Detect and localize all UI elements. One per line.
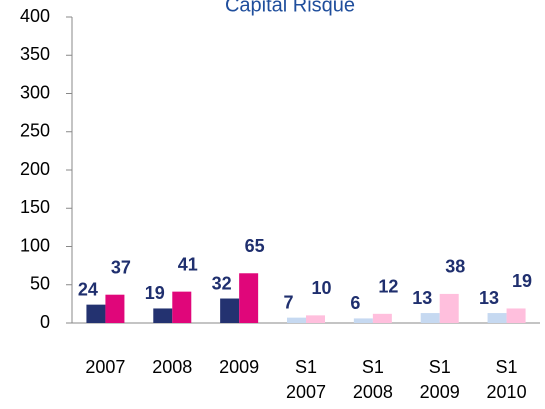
bar bbox=[353, 318, 373, 323]
y-tick-label: 0 bbox=[40, 312, 50, 332]
x-tick-label: S1 2007 bbox=[285, 357, 327, 402]
bar bbox=[439, 293, 459, 323]
data-label: 41 bbox=[178, 254, 198, 274]
data-label: 38 bbox=[445, 257, 465, 277]
x-tick-label: S1 2010 bbox=[486, 357, 527, 402]
data-label: 10 bbox=[311, 278, 331, 298]
x-tick-label: 2007 bbox=[85, 357, 126, 377]
data-label: 6 bbox=[350, 293, 360, 313]
x-tick-label: 2009 bbox=[219, 357, 260, 377]
bar bbox=[153, 308, 173, 323]
y-tick-label: 150 bbox=[20, 197, 50, 217]
y-tick-label: 250 bbox=[20, 121, 50, 141]
bar bbox=[86, 304, 106, 323]
data-label: 19 bbox=[145, 283, 165, 303]
y-tick-label: 300 bbox=[20, 82, 50, 102]
bar bbox=[105, 294, 125, 323]
bar bbox=[506, 308, 526, 323]
data-label: 37 bbox=[111, 257, 131, 277]
data-label: 19 bbox=[512, 271, 532, 291]
bar bbox=[420, 313, 440, 323]
y-tick-label: 400 bbox=[20, 6, 50, 26]
bar bbox=[287, 317, 306, 323]
x-tick-label: S1 2008 bbox=[352, 357, 393, 402]
x-tick-label: 2008 bbox=[152, 357, 193, 377]
data-label: 65 bbox=[245, 236, 265, 256]
y-tick-label: 350 bbox=[20, 44, 50, 64]
data-label: 7 bbox=[283, 292, 293, 312]
chart-title: Capital Risque bbox=[225, 0, 355, 16]
data-label: 13 bbox=[412, 288, 432, 308]
bar bbox=[220, 298, 240, 323]
data-label: 24 bbox=[78, 279, 98, 299]
y-tick-label: 100 bbox=[20, 235, 50, 255]
bar bbox=[239, 273, 259, 323]
bar bbox=[306, 315, 325, 323]
data-label: 13 bbox=[479, 288, 499, 308]
bar bbox=[372, 313, 392, 323]
y-tick-label: 200 bbox=[20, 159, 50, 179]
bar bbox=[172, 291, 192, 323]
data-label: 12 bbox=[378, 277, 398, 297]
bar bbox=[487, 313, 507, 323]
data-label: 32 bbox=[212, 273, 232, 293]
x-tick-label: S1 2009 bbox=[419, 357, 460, 402]
y-tick-label: 50 bbox=[30, 274, 50, 294]
